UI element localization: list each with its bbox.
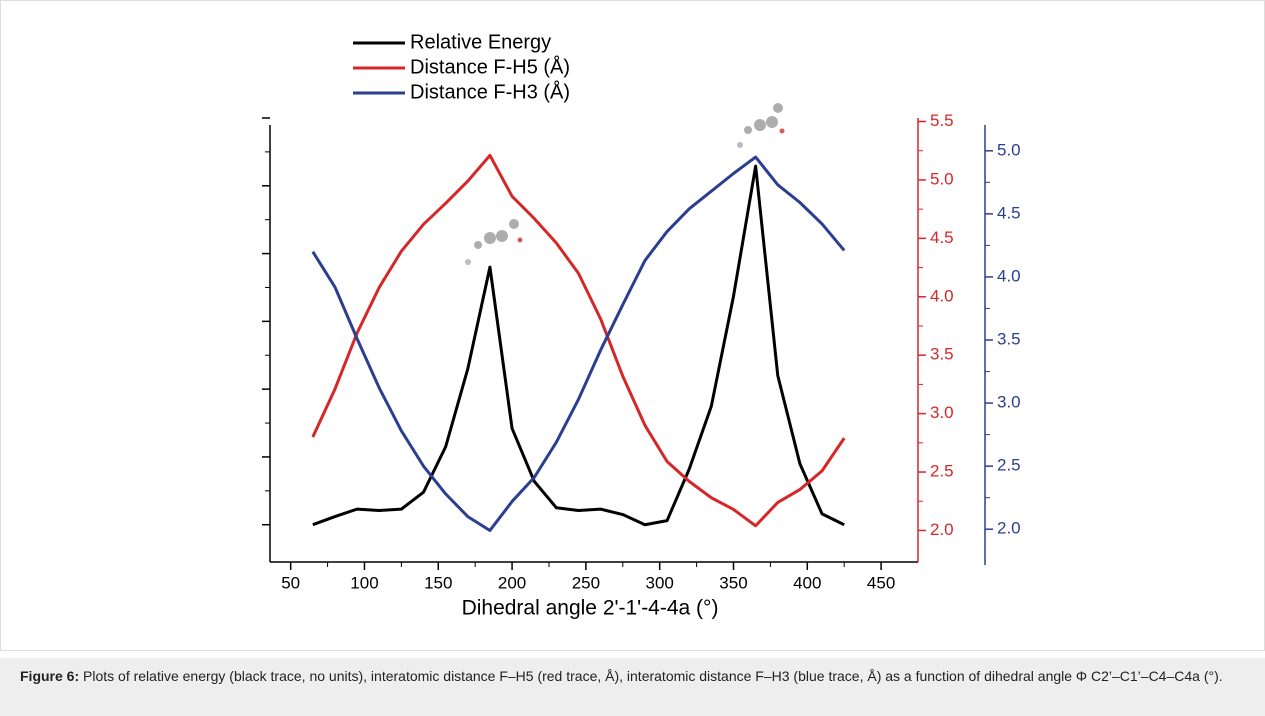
legend-label: Distance F-H3 (Å) — [410, 80, 570, 103]
y3-tick-label: 2.5 — [997, 456, 1021, 475]
legend-label: Distance F-H5 (Å) — [410, 55, 570, 78]
y2-tick-label: 2.0 — [930, 520, 954, 539]
x-tick-label: 150 — [424, 573, 452, 592]
y2-tick-label: 2.5 — [930, 462, 954, 481]
x-tick-label: 300 — [645, 573, 673, 592]
page: Dihedral angle 2'-1'-4-4a (°) 50 100 150 20… — [0, 0, 1265, 716]
x-tick-label: 200 — [498, 573, 526, 592]
y3-tick-label: 3.0 — [997, 393, 1021, 412]
x-tick-label: 450 — [867, 573, 895, 592]
y3-tick-label: 4.0 — [997, 266, 1021, 285]
y3-tick-label: 3.5 — [997, 329, 1021, 348]
y2-tick-label: 3.5 — [930, 345, 954, 364]
y2-tick-label: 4.5 — [930, 228, 954, 247]
x-tick-label: 400 — [793, 573, 821, 592]
y3-tick-label: 2.0 — [997, 519, 1021, 538]
legend-label: Relative Energy — [410, 31, 551, 53]
x-tick-label: 250 — [572, 573, 600, 592]
y3-tick-label: 5.0 — [997, 140, 1021, 159]
chart-frame — [1, 1, 1265, 651]
caption-text: Plots of relative energy (black trace, n… — [83, 668, 1223, 684]
x-tick-label: 50 — [281, 573, 300, 592]
caption-label: Figure 6: — [20, 668, 79, 684]
x-axis-label: Dihedral angle 2'-1'-4-4a (°) — [462, 597, 719, 620]
y2-tick-label: 3.0 — [930, 403, 954, 422]
x-tick-label: 100 — [350, 573, 378, 592]
y2-tick-label: 4.0 — [930, 286, 954, 305]
y2-tick-label: 5.5 — [930, 111, 954, 130]
x-tick-label: 350 — [719, 573, 747, 592]
y2-tick-label: 5.0 — [930, 169, 954, 188]
caption: Figure 6: Plots of relative energy (blac… — [0, 658, 1265, 716]
chart: Dihedral angle 2'-1'-4-4a (°) 50 100 150 20… — [0, 0, 1265, 652]
y3-tick-label: 4.5 — [997, 203, 1021, 222]
